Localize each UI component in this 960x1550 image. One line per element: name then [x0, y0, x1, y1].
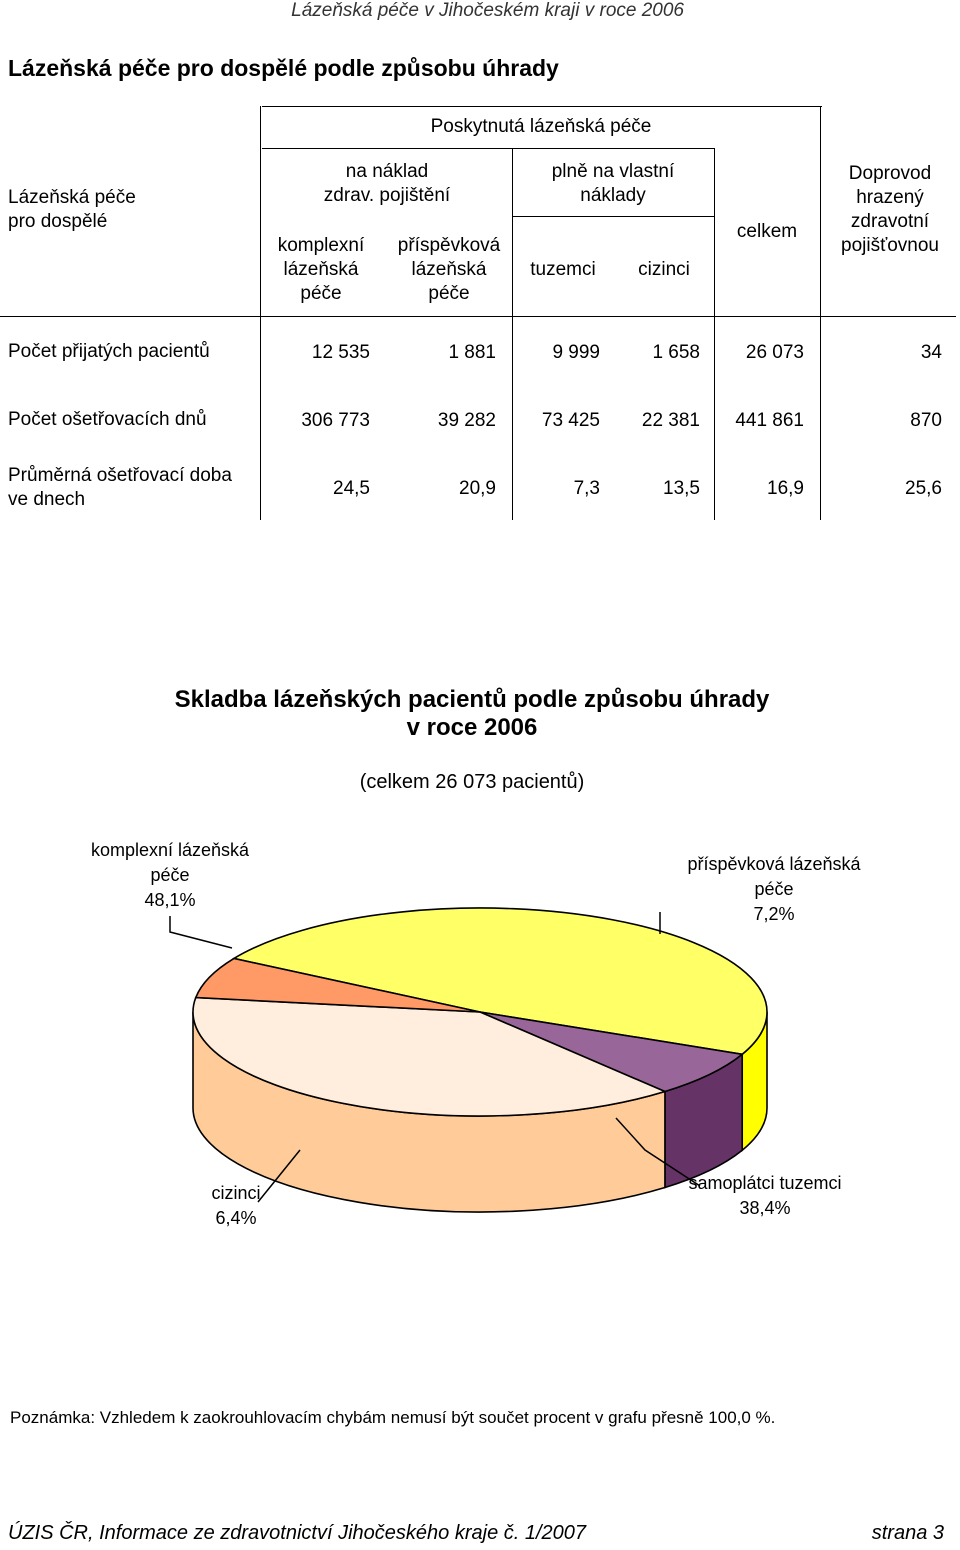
table-cell: 39 282: [437, 410, 496, 431]
slice-label-samoplatci: samoplátci tuzemci 38,4%: [680, 1171, 850, 1221]
table-cell: 24,5: [333, 478, 370, 499]
note: Poznámka: Vzhledem k zaokrouhlovacím chy…: [10, 1408, 776, 1427]
header-line: pojišťovnou: [841, 235, 939, 256]
header-line: péče: [300, 283, 342, 304]
header-line: lázeňská: [283, 259, 359, 280]
label-line: 7,2%: [753, 904, 795, 924]
page-title: Lázeňská péče pro dospělé podle způsobu …: [8, 55, 559, 81]
col-header-tuzemci: tuzemci: [530, 259, 596, 280]
col-header-prispevkova: příspěvková lázeňská péče: [384, 234, 514, 306]
header-line: plně na vlastní: [551, 161, 675, 182]
chart-title-line: Skladba lázeňských pacientů podle způsob…: [174, 686, 770, 713]
row-label-line: ve dnech: [8, 489, 86, 510]
table-cell: 26 073: [745, 342, 804, 363]
col-header-komplexni: komplexní lázeňská péče: [258, 234, 384, 306]
slice-label-prispevkova: příspěvková lázeňská péče 7,2%: [684, 852, 864, 927]
label-line: cizinci: [211, 1183, 261, 1203]
row-label: Průměrná ošetřovací doba ve dnech: [8, 464, 232, 512]
leader-line-komplexni: [169, 916, 233, 949]
label-line: komplexní lázeňská: [90, 840, 250, 860]
pie-slice-samoplatci: [192, 996, 668, 1117]
header-line: komplexní: [277, 235, 365, 256]
table-cell: 25,6: [905, 478, 942, 499]
label-line: péče: [150, 865, 190, 885]
footer-page-number: strana 3: [871, 1522, 944, 1544]
insurance-group-header: na náklad zdrav. pojištění: [262, 160, 512, 208]
header-line: hrazený: [856, 187, 924, 208]
table-cell: 12 535: [311, 342, 370, 363]
col-header-doprovod: Doprovod hrazený zdravotní pojišťovnou: [822, 162, 958, 258]
table-cell: 7,3: [573, 478, 600, 499]
table-cell: 870: [910, 410, 942, 431]
header-line: Doprovod: [848, 163, 932, 184]
chart-title: Skladba lázeňských pacientů podle způsob…: [0, 686, 944, 742]
pie-side-komplexni: [741, 1011, 768, 1152]
table-cell: 306 773: [301, 410, 370, 431]
label-line: příspěvková lázeňská: [687, 854, 861, 874]
table-rule: [260, 106, 261, 520]
table-rule: [262, 148, 714, 149]
label-line: samoplátci tuzemci: [688, 1173, 842, 1193]
table-cell: 20,9: [459, 478, 496, 499]
chart-title-line: v roce 2006: [406, 714, 538, 741]
header-line: zdravotní: [850, 211, 930, 232]
slice-label-cizinci: cizinci 6,4%: [196, 1181, 276, 1231]
pie-slice-prispevkova: [479, 1011, 745, 1093]
table-rule: [714, 148, 715, 520]
pie-slice-komplexni: [231, 907, 768, 1056]
header-line: na náklad: [345, 161, 429, 182]
header-line: příspěvková: [397, 235, 501, 256]
table-cell: 13,5: [663, 478, 700, 499]
table-cell: 16,9: [767, 478, 804, 499]
chart-subtitle: (celkem 26 073 pacientů): [359, 771, 585, 793]
pie-slice-cizinci: [194, 957, 481, 1013]
slice-label-komplexni: komplexní lázeňská péče 48,1%: [90, 838, 250, 913]
table-rule: [0, 316, 956, 317]
col-header-celkem: celkem: [736, 221, 798, 242]
row-label: Počet přijatých pacientů: [8, 341, 210, 362]
row-label-line: Průměrná ošetřovací doba: [8, 465, 232, 486]
table-cell: 1 658: [652, 342, 700, 363]
header-line: zdrav. pojištění: [323, 185, 451, 206]
row-label: Počet ošetřovacích dnů: [8, 409, 207, 430]
label-line: péče: [754, 879, 794, 899]
corner-line: Lázeňská péče: [8, 187, 136, 208]
group-header: Poskytnutá lázeňská péče: [430, 116, 652, 137]
table-rule: [512, 216, 714, 217]
running-header: Lázeňská péče v Jihočeském kraji v roce …: [291, 0, 684, 21]
table-rule: [262, 106, 822, 107]
label-line: 38,4%: [739, 1198, 791, 1218]
table-rule: [512, 148, 513, 520]
label-line: 48,1%: [144, 890, 196, 910]
table-rule: [820, 106, 821, 520]
table-cell: 441 861: [735, 410, 804, 431]
header-line: náklady: [580, 185, 646, 206]
table-cell: 34: [920, 342, 942, 363]
corner-header: Lázeňská péče pro dospělé: [0, 186, 158, 234]
corner-line: pro dospělé: [8, 211, 108, 232]
col-header-cizinci: cizinci: [638, 259, 690, 280]
label-line: 6,4%: [215, 1208, 257, 1228]
table-cell: 9 999: [552, 342, 600, 363]
header-line: lázeňská: [411, 259, 487, 280]
self-pay-group-header: plně na vlastní náklady: [512, 160, 714, 208]
table-cell: 73 425: [541, 410, 600, 431]
footer-source: ÚZIS ČR, Informace ze zdravotnictví Jiho…: [8, 1522, 587, 1544]
table-cell: 22 381: [641, 410, 700, 431]
pie-side-prispevkova: [664, 1052, 744, 1189]
table-cell: 1 881: [448, 342, 496, 363]
header-line: péče: [428, 283, 470, 304]
